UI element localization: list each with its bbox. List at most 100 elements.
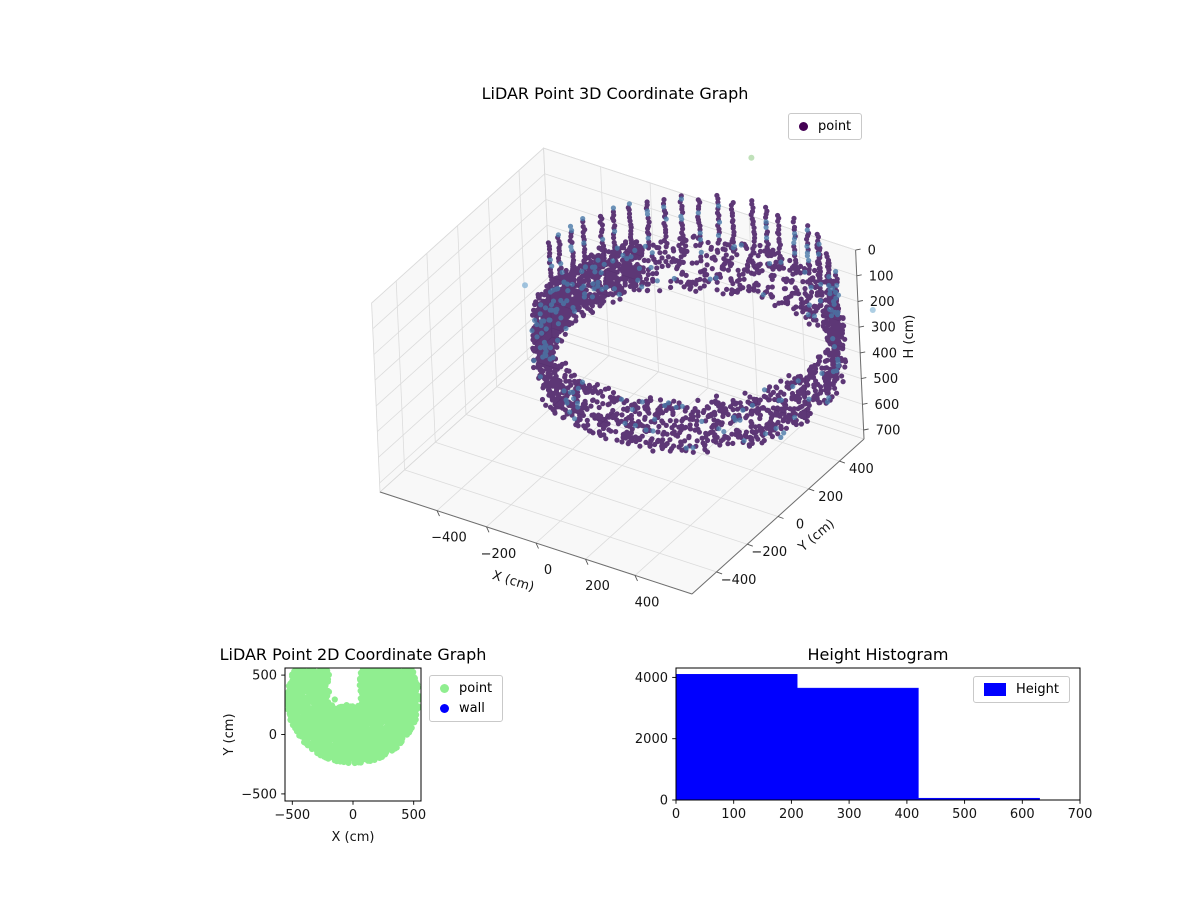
x-tick: [634, 575, 638, 582]
x-tick-label: 400: [894, 807, 919, 822]
histogram-title: Height Histogram: [807, 645, 949, 664]
grid-line: [371, 147, 544, 304]
point-legend-marker-icon: [799, 122, 808, 131]
plot3d-title: LiDAR Point 3D Coordinate Graph: [481, 84, 749, 103]
ticks-2d: [281, 674, 415, 805]
x-tick: [585, 559, 589, 565]
plot3d-legend: point: [788, 113, 863, 140]
x-tick-label: −200: [481, 547, 517, 562]
x-tick-label: 0: [544, 563, 552, 578]
h-tick: [857, 300, 863, 302]
x-tick-label: −500: [274, 808, 310, 823]
y-tick-label: 400: [849, 462, 874, 477]
outlier-point: [869, 307, 876, 313]
h-tick-label: 700: [876, 424, 901, 439]
y-tick-label: 500: [252, 669, 277, 684]
isolated-point-2d: [331, 696, 338, 703]
y-tick-label: 200: [818, 490, 843, 505]
grid-line: [404, 469, 717, 573]
grid-line: [373, 199, 547, 355]
grid-line: [550, 301, 863, 405]
hist-bar: [796, 687, 919, 801]
h-tick: [862, 402, 868, 405]
h-tick: [860, 351, 866, 354]
wall-legend-label: wall: [459, 701, 485, 716]
h-tick: [861, 377, 867, 380]
x-tick-label: 500: [401, 808, 426, 823]
y-tick-label: 0: [660, 794, 668, 809]
h-tick-label: 600: [874, 398, 899, 413]
grid-line: [435, 441, 748, 545]
x-tick: [486, 526, 490, 533]
x-tick-label: 300: [837, 807, 862, 822]
grid-line: [748, 215, 758, 405]
grid-line: [465, 414, 779, 517]
plot-2d: −500 0 500 −500 0 500 X (cm) Y (cm): [222, 667, 426, 845]
wall-legend-marker-icon: [440, 704, 449, 713]
x-tick-label: 200: [779, 807, 804, 822]
hist-bars: [675, 674, 1040, 801]
point-legend-marker-icon: [440, 684, 449, 693]
grid-line: [377, 276, 550, 432]
y-tick: [777, 516, 784, 519]
y-tick-label: 0: [796, 518, 804, 533]
grid-line: [395, 280, 405, 470]
x-tick-label: 0: [672, 807, 680, 822]
x-tick-label: 200: [585, 579, 610, 594]
y-tick-label: −400: [721, 573, 757, 588]
tick-marks-3d: [436, 248, 869, 582]
axis-line: [855, 250, 865, 440]
h-tick: [858, 325, 865, 328]
y-tick-label: −500: [241, 787, 277, 802]
x-axis-label-3d: X (cm): [490, 568, 536, 595]
y-tick-label: 4000: [635, 671, 668, 686]
legend-entry-height: Height: [984, 682, 1059, 697]
h-tick-label: 0: [868, 244, 876, 259]
plot-3d: −400 −200 0 200 400 −400 −200 0 200 400 0 100 200 300…: [371, 147, 917, 610]
h-tick: [863, 428, 869, 431]
plot-histogram: 0 100 200 300 400 500 600 700 0 2000 4000: [635, 667, 1093, 822]
h-tick: [855, 248, 861, 251]
histogram-legend: Height: [973, 676, 1070, 703]
h-tick: [856, 274, 862, 277]
hist-bar: [675, 674, 798, 801]
point-cloud-2d: [285, 668, 421, 767]
legend-entry-wall-2d: wall: [440, 701, 492, 716]
outlier-point: [522, 282, 528, 289]
ticks-hist: [672, 676, 1081, 804]
grid-line: [649, 182, 659, 372]
x-tick-label: 700: [1068, 807, 1093, 822]
x-axis-label-2d: X (cm): [332, 830, 375, 845]
y-axis-label-2d: Y (cm): [222, 713, 237, 756]
height-legend-label: Height: [1016, 682, 1059, 697]
legend-entry-point-3d: point: [799, 119, 851, 134]
grid-line: [378, 302, 551, 458]
h-tick-label: 100: [869, 269, 894, 284]
grid-line: [457, 225, 467, 415]
y-tick: [839, 460, 846, 464]
lidar-points-3d: [530, 192, 849, 455]
x-tick: [436, 510, 440, 517]
h-tick-label: 300: [871, 321, 896, 336]
legend-entry-point-2d: point: [440, 681, 492, 696]
x-tick-label: −400: [431, 531, 467, 546]
axes-frame-hist: [675, 667, 1081, 801]
x-tick-label: 100: [721, 807, 746, 822]
y-tick: [716, 571, 723, 575]
h-axis-label-3d: H (cm): [902, 315, 917, 359]
y-tick: [808, 488, 815, 492]
h-tick-label: 500: [873, 372, 898, 387]
grid-line: [379, 327, 552, 484]
outlier-point: [748, 154, 755, 161]
grid-line: [518, 170, 528, 360]
x-tick-label: 600: [1010, 807, 1035, 822]
x-tick-label: 400: [635, 595, 660, 610]
grid-line: [374, 224, 548, 381]
height-legend-marker-icon: [984, 683, 1006, 696]
h-tick-label: 200: [870, 295, 895, 310]
point-legend-label: point: [459, 681, 493, 696]
h-tick-label: 400: [872, 346, 897, 361]
y-tick-label: 0: [269, 728, 277, 743]
